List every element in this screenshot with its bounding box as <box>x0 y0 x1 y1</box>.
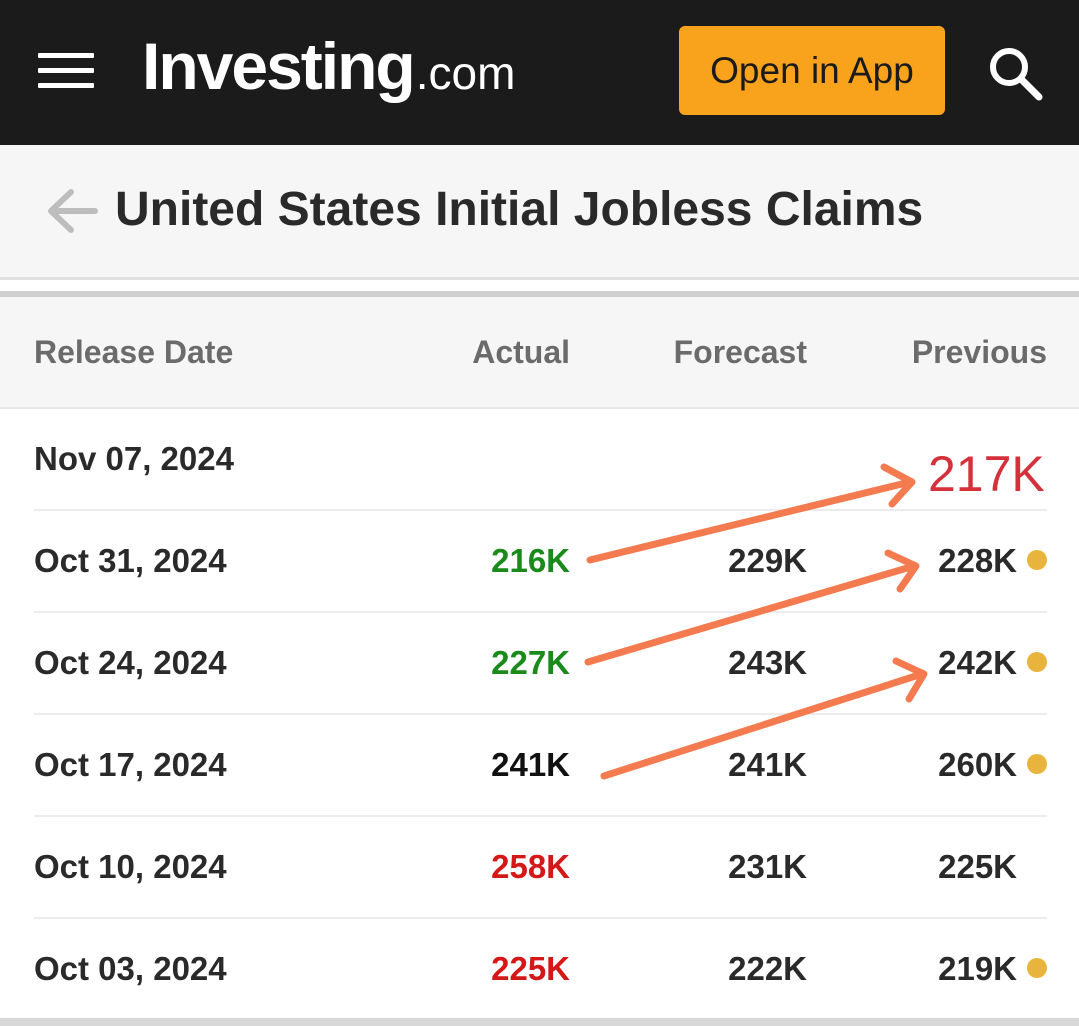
release-date: Oct 17, 2024 <box>34 746 227 783</box>
forecast-value: 241K <box>728 746 807 783</box>
page-title: United States Initial Jobless Claims <box>115 183 924 236</box>
previous-value: 228K <box>938 542 1017 579</box>
actual-value: 241K <box>491 746 570 783</box>
actual-value: 225K <box>491 950 570 987</box>
release-date: Nov 07, 2024 <box>34 440 234 477</box>
revised-indicator-dot[interactable] <box>1027 754 1047 774</box>
actual-value: 227K <box>491 644 570 681</box>
release-date: Oct 03, 2024 <box>34 950 227 987</box>
revised-indicator-dot[interactable] <box>1027 652 1047 672</box>
table-row[interactable]: Oct 03, 2024 225K 222K 219K <box>34 919 1047 1019</box>
revised-indicator-dot[interactable] <box>1027 550 1047 570</box>
release-date: Oct 10, 2024 <box>34 848 227 885</box>
previous-value: 242K <box>938 644 1017 681</box>
arrow-left-icon[interactable] <box>45 188 99 234</box>
previous-value: 219K <box>938 950 1017 987</box>
logo-main-text: Investing <box>142 29 416 103</box>
revised-indicator-dot[interactable] <box>1027 958 1047 978</box>
bottom-divider <box>0 1018 1079 1026</box>
top-navigation-bar: Investing.com Open in App <box>0 0 1079 145</box>
table-row[interactable]: Oct 10, 2024 258K 231K 225K <box>34 817 1047 919</box>
actual-value: 258K <box>491 848 570 885</box>
column-header-actual: Actual <box>472 334 570 370</box>
column-header-release-date: Release Date <box>34 334 234 370</box>
actual-value: 216K <box>491 542 570 579</box>
table-row[interactable]: Oct 24, 2024 227K 243K 242K <box>34 613 1047 715</box>
investing-logo[interactable]: Investing.com <box>142 28 515 108</box>
forecast-value: 231K <box>728 848 807 885</box>
table-row[interactable]: Oct 31, 2024 216K 229K 228K <box>34 511 1047 613</box>
forecast-value: 222K <box>728 950 807 987</box>
table-row[interactable]: Nov 07, 2024 <box>34 409 1047 511</box>
forecast-value: 229K <box>728 542 807 579</box>
annotation-value: 217K <box>928 446 1045 502</box>
menu-icon[interactable] <box>38 53 94 89</box>
release-date: Oct 31, 2024 <box>34 542 227 579</box>
table-header-row <box>0 297 1079 409</box>
column-header-forecast: Forecast <box>673 334 807 370</box>
search-icon[interactable] <box>985 43 1045 103</box>
release-date: Oct 24, 2024 <box>34 644 227 681</box>
previous-value: 260K <box>938 746 1017 783</box>
table-row[interactable]: Oct 17, 2024 241K 241K 260K <box>34 715 1047 817</box>
forecast-value: 243K <box>728 644 807 681</box>
divider <box>0 291 1079 297</box>
page-title-bar <box>0 145 1079 280</box>
logo-sub-text: .com <box>415 47 516 99</box>
column-header-previous: Previous <box>911 334 1047 370</box>
previous-value: 225K <box>938 848 1017 885</box>
open-in-app-button[interactable]: Open in App <box>679 26 945 115</box>
